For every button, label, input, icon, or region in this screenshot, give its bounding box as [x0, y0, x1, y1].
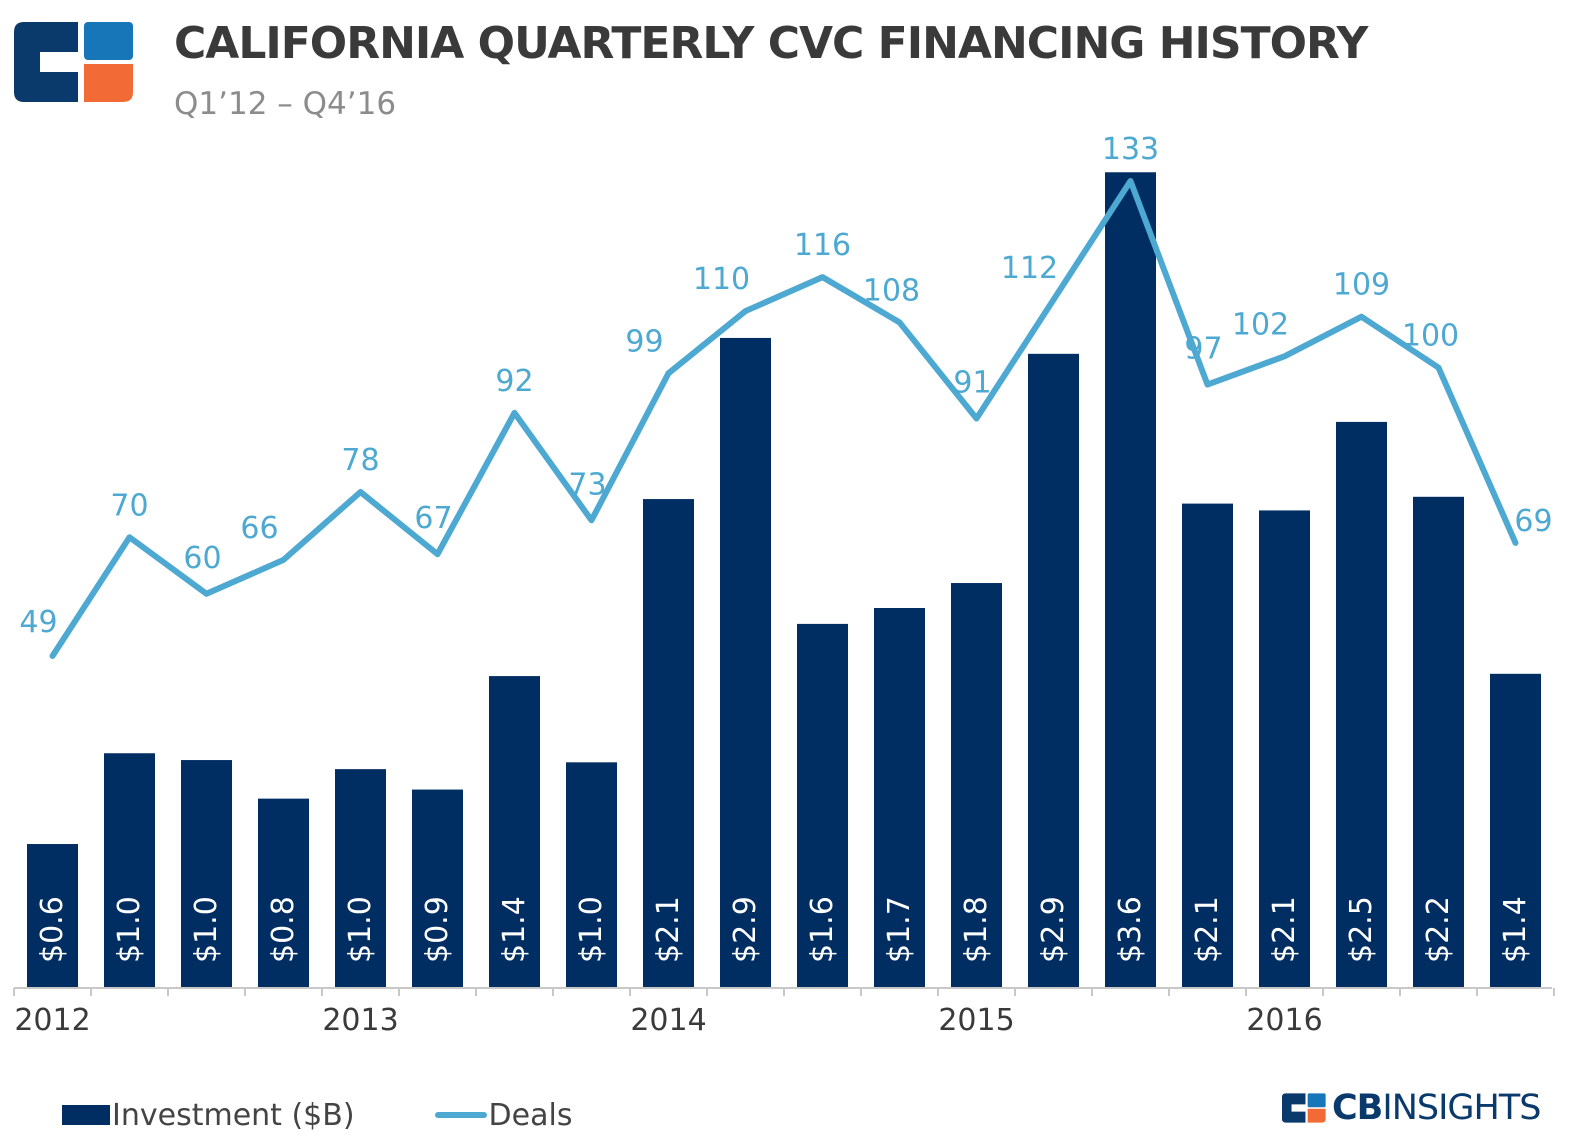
investment-bar-label: $1.6: [805, 896, 840, 963]
cb-logo-icon: [14, 22, 133, 102]
legend-bar-swatch: [62, 1105, 110, 1125]
deals-point-label: 133: [1102, 132, 1159, 167]
x-year-label: 2013: [322, 1003, 398, 1038]
investment-bar: [951, 583, 1002, 987]
x-axis: 2012 2013 2014 2015 2016: [13, 987, 1555, 1038]
bars-layer: $0.6 $1.0 $1.0 $0.8 $1.0 $0.9 $1.4 $1.0 $2.1 $2.9…: [27, 172, 1541, 988]
deals-point-label: 73: [568, 467, 606, 502]
deals-point-label: 91: [953, 366, 991, 401]
deals-point-label: 67: [414, 501, 452, 536]
investment-bar: [412, 789, 463, 987]
legend-item-deals: Deals: [434, 1097, 573, 1133]
cb-insights-logo-icon: [1282, 1093, 1326, 1123]
deals-line: [49, 178, 1519, 659]
legend-item-investment: Investment ($B): [62, 1098, 355, 1133]
investment-bar-label: $0.6: [35, 896, 70, 963]
investment-bar-label: $2.5: [1344, 896, 1379, 963]
deals-point-label: 69: [1514, 504, 1552, 539]
investment-bar-label: $1.0: [112, 896, 147, 963]
brand-footer: CB INSIGHTS: [1282, 1088, 1541, 1128]
investment-bar: [1259, 510, 1310, 987]
investment-bar-label: $2.2: [1421, 896, 1456, 963]
deals-point-label: 110: [693, 262, 750, 297]
investment-bar-label: $2.1: [651, 896, 686, 963]
legend-line-swatch: [434, 1112, 487, 1118]
deals-point-label: 116: [794, 228, 851, 263]
investment-bar: [1182, 503, 1233, 987]
investment-bar: [1413, 496, 1464, 987]
deals-point-label: 60: [183, 541, 221, 576]
deals-point-label: 112: [1001, 251, 1058, 286]
deals-point-label: 108: [863, 273, 920, 308]
x-year-label: 2016: [1246, 1003, 1322, 1038]
investment-bar: [1105, 172, 1156, 988]
page-subtitle: Q1’12 – Q4’16: [174, 86, 397, 122]
legend: Investment ($B) Deals: [62, 1094, 652, 1136]
deals-point-label: 49: [19, 605, 57, 640]
brand-insights: INSIGHTS: [1382, 1088, 1541, 1128]
investment-bar: [181, 760, 232, 987]
x-year-label: 2015: [938, 1003, 1014, 1038]
investment-bar: [874, 608, 925, 987]
x-year-label: 2012: [14, 1003, 90, 1038]
investment-bar: [258, 798, 309, 987]
investment-bar: [797, 623, 848, 987]
investment-bar-label: $1.0: [343, 896, 378, 963]
deals-point-label: 109: [1333, 268, 1390, 303]
brand-cb: CB: [1332, 1088, 1383, 1128]
investment-bar: [1336, 421, 1387, 987]
cb-insights-logo: [14, 22, 134, 107]
deals-point-label: 97: [1184, 332, 1222, 367]
deals-point-label: 92: [495, 364, 533, 399]
investment-bar-label: $1.4: [497, 896, 532, 963]
investment-bar: [566, 762, 617, 987]
investment-bar-label: $2.9: [728, 896, 763, 963]
deals-point-label: 70: [110, 488, 148, 523]
investment-bar-label: $1.0: [189, 896, 224, 963]
financing-chart: $0.6 $1.0 $1.0 $0.8 $1.0 $0.9 $1.4 $1.0 $2.1 $2.9…: [13, 132, 1555, 1038]
deals-point-label: 66: [240, 511, 278, 546]
page-title: CALIFORNIA QUARTERLY CVC FINANCING HISTO…: [174, 18, 1368, 69]
investment-bar-label: $2.9: [1036, 896, 1071, 963]
legend-investment-label: Investment ($B): [112, 1097, 355, 1133]
x-year-label: 2014: [630, 1003, 706, 1038]
deals-point-label: 102: [1232, 307, 1289, 342]
legend-deals-label: Deals: [488, 1097, 573, 1133]
investment-bar-label: $1.0: [574, 896, 609, 963]
investment-bar: [720, 337, 771, 987]
investment-bar-label: $1.8: [959, 896, 994, 963]
investment-bar-label: $3.6: [1113, 896, 1148, 963]
investment-bar: [1490, 673, 1541, 987]
investment-bar-label: $0.8: [266, 896, 301, 963]
investment-bar: [489, 676, 540, 987]
investment-bar-label: $0.9: [420, 896, 455, 963]
investment-bar-label: $1.4: [1498, 896, 1533, 963]
investment-bar-label: $2.1: [1267, 896, 1302, 963]
investment-bar: [335, 769, 386, 987]
investment-bar-label: $2.1: [1190, 896, 1225, 963]
deals-line-layer: 49 70 60 66 78 67 92 73 99 110 116 108 91 112 133 97 102…: [19, 132, 1553, 659]
deals-point-label: 99: [625, 324, 663, 359]
deals-point-label: 100: [1402, 319, 1459, 354]
investment-bar-label: $1.7: [882, 896, 917, 963]
investment-bar: [104, 753, 155, 987]
investment-bar: [1028, 353, 1079, 987]
investment-bar: [643, 499, 694, 987]
deals-point-label: 78: [341, 443, 379, 478]
investment-bar: [27, 844, 78, 987]
